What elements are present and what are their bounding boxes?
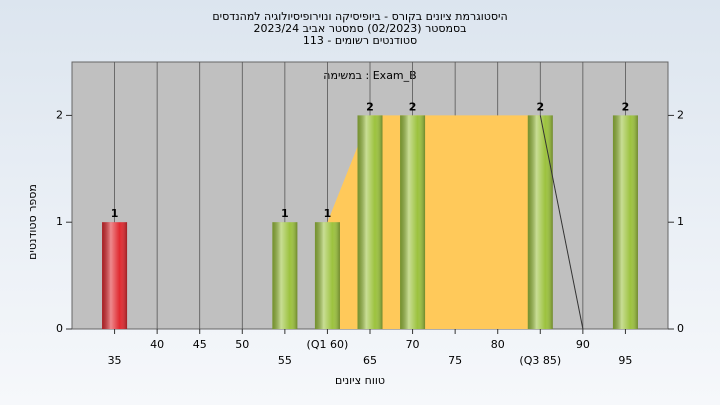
x-tick-label: 80	[491, 338, 505, 351]
bar-shine	[272, 222, 298, 329]
bar-shine	[102, 222, 128, 329]
bar-shine	[612, 115, 638, 330]
y-tick-label: 0	[677, 322, 684, 335]
data-label: 2	[366, 100, 374, 113]
y-tick-label: 1	[56, 215, 63, 228]
x-tick-label: 50	[235, 338, 249, 351]
title-line: היסטוגרמת ציונים בקורס - ביופיסיקה ונויר…	[212, 10, 507, 23]
x-tick-label: 35	[108, 354, 122, 367]
line	[539, 115, 584, 330]
y-tick-label: 1	[677, 215, 684, 228]
y-tick-label: 2	[56, 108, 63, 121]
data-label: 1	[324, 207, 332, 220]
x-tick-label: 65	[363, 354, 377, 367]
y-tick-label: 0	[56, 322, 63, 335]
x-tick-label: 95	[618, 354, 632, 367]
x-axis-label: טווח ציונים	[335, 374, 385, 387]
data-label: 2	[409, 100, 417, 113]
x-tick-label: 70	[406, 338, 420, 351]
y-tick-label: 2	[677, 108, 684, 121]
title-line: בסמסטר (02/2023) סמסטר אביב 2023/24	[253, 22, 466, 35]
x-tick-label: 90	[576, 338, 590, 351]
y-axis-label: מספר סטודנטים	[26, 184, 39, 260]
data-label: 2	[536, 100, 544, 113]
data-label: 1	[281, 207, 289, 220]
data-label: 2	[622, 100, 630, 113]
bar-shine	[400, 115, 426, 330]
x-tick-label: (Q1 60)	[307, 338, 349, 351]
x-tick-label: 55	[278, 354, 292, 367]
bar-shine	[527, 115, 553, 330]
x-tick-label: (Q3 85)	[519, 354, 561, 367]
title-line: סטודנטים רשומים - 113	[303, 34, 417, 47]
x-tick-label: 75	[448, 354, 462, 367]
bar-shine	[314, 222, 340, 329]
x-tick-label: 45	[193, 338, 207, 351]
x-tick-label: 40	[150, 338, 164, 351]
data-label: 1	[111, 207, 119, 220]
bar-shine	[357, 115, 383, 330]
